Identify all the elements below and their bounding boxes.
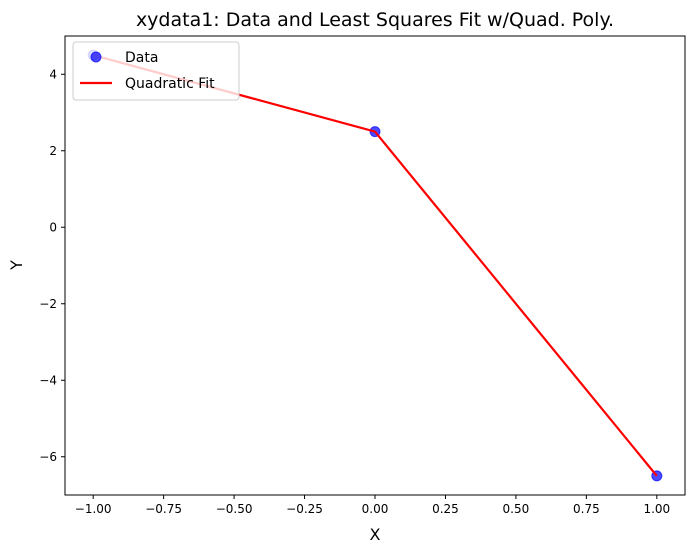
x-tick-label: −0.50 xyxy=(216,502,253,516)
x-tick-label: −0.25 xyxy=(286,502,323,516)
quadratic-fit-line xyxy=(92,54,658,477)
legend-fit-label: Quadratic Fit xyxy=(125,76,215,92)
y-tick-label: 2 xyxy=(49,144,57,158)
x-tick-label: 0.00 xyxy=(362,502,389,516)
y-axis-label: Y xyxy=(7,260,26,271)
plot-frame xyxy=(64,35,686,496)
y-tick-label: −6 xyxy=(39,450,57,464)
y-tick-label: −2 xyxy=(39,297,57,311)
y-tick-label: 4 xyxy=(49,67,57,81)
legend-data-label: Data xyxy=(125,50,158,66)
legend-box xyxy=(72,41,240,101)
x-tick-label: 0.75 xyxy=(573,502,600,516)
x-tick-label: −1.00 xyxy=(75,502,112,516)
x-tick-label: 0.25 xyxy=(432,502,459,516)
chart-title: xydata1: Data and Least Squares Fit w/Qu… xyxy=(136,9,614,31)
y-tick-label: 0 xyxy=(49,220,57,234)
x-tick-label: −0.75 xyxy=(145,502,182,516)
x-tick-label: 1.00 xyxy=(643,502,670,516)
legend-data-marker xyxy=(90,51,102,63)
x-axis-label: X xyxy=(370,525,381,544)
y-tick-label: −4 xyxy=(39,373,57,387)
x-tick-label: 0.50 xyxy=(503,502,530,516)
